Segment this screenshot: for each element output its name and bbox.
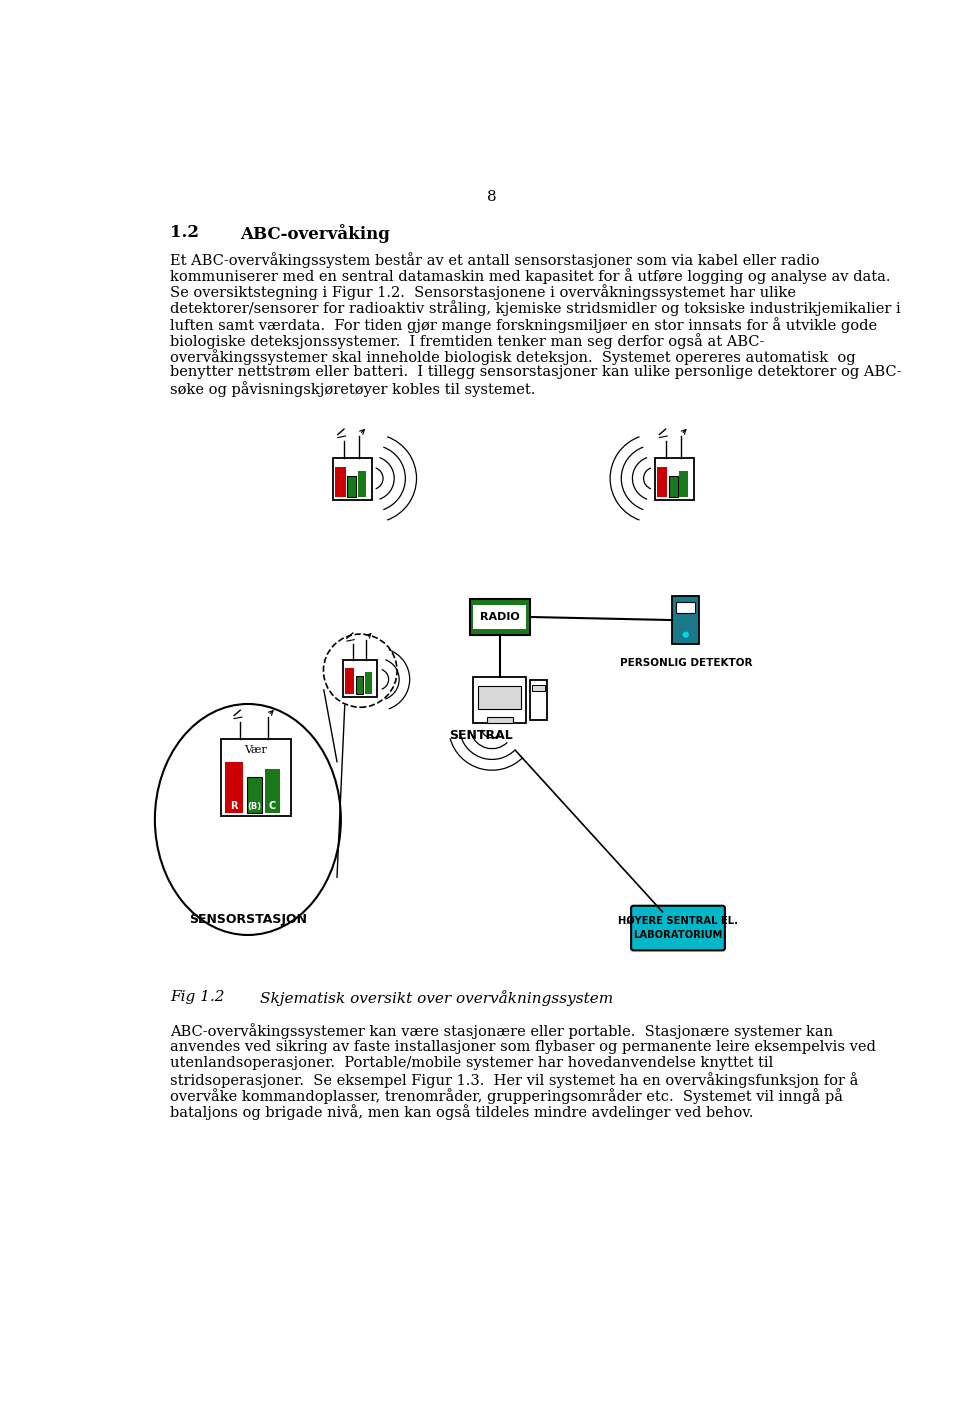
Bar [348, 476, 356, 497]
Bar [657, 467, 667, 497]
Text: Se oversiktstegning i Figur 1.2.  Sensorstasjonene i overvåkningssystemet har ul: Se oversiktstegning i Figur 1.2. Sensors… [170, 284, 797, 300]
Text: 1.2: 1.2 [170, 224, 200, 241]
Text: R: R [230, 801, 238, 810]
Bar [487, 718, 513, 723]
Text: overvåkingssystemer skal inneholde biologisk deteksjon.  Systemet opereres autom: overvåkingssystemer skal inneholde biolo… [170, 349, 856, 364]
Bar [676, 602, 695, 613]
Bar [532, 685, 544, 691]
Bar [679, 471, 687, 497]
Bar [346, 668, 354, 694]
Text: detektorer/sensorer for radioaktiv stråling, kjemiske stridsmidler og toksiske i: detektorer/sensorer for radioaktiv strål… [170, 301, 901, 317]
Bar [473, 677, 526, 723]
Bar [473, 605, 526, 629]
Bar [655, 457, 693, 499]
Text: benytter nettstrøm eller batteri.  I tillegg sensorstasjoner kan ulike personlig: benytter nettstrøm eller batteri. I till… [170, 366, 901, 380]
Bar [356, 675, 363, 694]
Text: SENTRAL: SENTRAL [449, 729, 514, 743]
Circle shape [683, 632, 689, 637]
Bar [221, 739, 291, 816]
Text: stridsoperasjoner.  Se eksempel Figur 1.3.  Her vil systemet ha en overvåkingsfu: stridsoperasjoner. Se eksempel Figur 1.3… [170, 1072, 859, 1088]
Text: HØYERE SENTRAL EL.: HØYERE SENTRAL EL. [618, 916, 738, 926]
Text: Et ABC-overvåkingssystem består av et antall sensorstasjoner som via kabel eller: Et ABC-overvåkingssystem består av et an… [170, 252, 820, 267]
Text: anvendes ved sikring av faste installasjoner som flybaser og permanente leire ek: anvendes ved sikring av faste installasj… [170, 1040, 876, 1054]
Text: utenlandsoperasjoner.  Portable/mobile systemer har hovedanvendelse knyttet til: utenlandsoperasjoner. Portable/mobile sy… [170, 1055, 774, 1069]
Text: LABORATORIUM: LABORATORIUM [634, 930, 723, 940]
Bar [357, 471, 366, 497]
Bar [469, 598, 530, 636]
Text: (B): (B) [247, 802, 261, 810]
Bar [478, 687, 521, 709]
Bar [247, 777, 262, 813]
Text: 8: 8 [487, 190, 497, 204]
Bar [672, 597, 699, 644]
Text: C: C [269, 801, 276, 810]
Text: SENSORSTASJON: SENSORSTASJON [189, 913, 307, 926]
Text: luften samt værdata.  For tiden gjør mange forskningsmiljøer en stor innsats for: luften samt værdata. For tiden gjør mang… [170, 317, 877, 332]
Bar [344, 660, 377, 696]
Text: biologiske deteksjonssystemer.  I fremtiden tenker man seg derfor også at ABC-: biologiske deteksjonssystemer. I fremtid… [170, 333, 765, 349]
Bar [265, 770, 280, 813]
Text: Vær: Vær [244, 744, 267, 754]
Bar [333, 457, 372, 499]
Bar [335, 467, 346, 497]
Text: kommuniserer med en sentral datamaskin med kapasitet for å utføre logging og ana: kommuniserer med en sentral datamaskin m… [170, 269, 891, 284]
Text: søke og påvisningskjøretøyer kobles til systemet.: søke og påvisningskjøretøyer kobles til … [170, 381, 536, 397]
Text: overvåke kommandoplasser, trenområder, grupperingsområder etc.  Systemet vil inn: overvåke kommandoplasser, trenområder, g… [170, 1088, 844, 1104]
FancyBboxPatch shape [631, 906, 725, 950]
Text: Skjematisk oversikt over overvåkningssystem: Skjematisk oversikt over overvåkningssys… [259, 991, 612, 1006]
Bar [530, 680, 547, 720]
Text: ABC-overvåkingssystemer kan være stasjonære eller portable.  Stasjonære systemer: ABC-overvåkingssystemer kan være stasjon… [170, 1023, 833, 1040]
Bar [225, 761, 243, 813]
Text: RADIO: RADIO [480, 612, 519, 622]
Bar [365, 673, 372, 694]
Bar [669, 476, 678, 497]
Text: ABC-overvåking: ABC-overvåking [240, 224, 390, 243]
Text: PERSONLIG DETEKTOR: PERSONLIG DETEKTOR [619, 658, 752, 668]
Text: bataljons og brigade nivå, men kan også tildeles mindre avdelinger ved behov.: bataljons og brigade nivå, men kan også … [170, 1104, 754, 1120]
Text: Fig 1.2: Fig 1.2 [170, 991, 225, 1005]
